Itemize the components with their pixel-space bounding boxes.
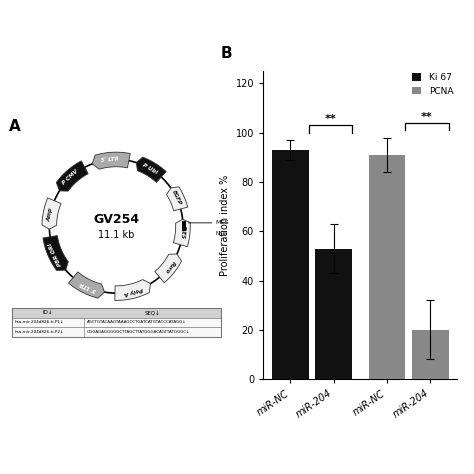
Bar (11, 308, 221, 337)
Polygon shape (166, 187, 188, 211)
Polygon shape (92, 152, 130, 169)
Text: AGCTGTACAAGTAAAGCCTGATCATGTACCCATAGG↓: AGCTGTACAAGTAAAGCCTGATCATGTACCCATAGG↓ (87, 320, 187, 325)
Text: A: A (9, 119, 21, 134)
Text: GV254: GV254 (93, 213, 139, 226)
Legend: Ki 67, PCNA: Ki 67, PCNA (409, 70, 457, 99)
Polygon shape (136, 157, 166, 182)
Y-axis label: Proliferation index %: Proliferation index % (220, 174, 230, 276)
Bar (11, 318, 221, 328)
Text: 5' LTR: 5' LTR (101, 156, 119, 163)
Text: P CMV: P CMV (62, 169, 80, 186)
Text: IRES: IRES (180, 225, 186, 239)
Text: PBR ORI: PBR ORI (48, 242, 63, 267)
Polygon shape (42, 198, 61, 229)
Polygon shape (68, 272, 105, 298)
Text: SEQ↓: SEQ↓ (144, 310, 160, 315)
Text: B: B (220, 46, 232, 62)
Bar (272, 150, 309, 379)
Text: Puro: Puro (163, 259, 176, 273)
Text: **: ** (421, 112, 433, 122)
Text: EGFP: EGFP (171, 190, 182, 206)
Text: 3' LTR: 3' LTR (79, 281, 97, 293)
Text: P Ubi: P Ubi (141, 162, 158, 174)
Polygon shape (56, 161, 88, 191)
Polygon shape (115, 280, 151, 301)
Polygon shape (155, 254, 182, 283)
Text: NheI: NheI (216, 231, 228, 236)
Polygon shape (173, 219, 190, 247)
Text: hsa-mir-204d826-ti-P2↓: hsa-mir-204d826-ti-P2↓ (15, 330, 64, 334)
Bar (315, 248, 352, 379)
Bar (11, 308, 221, 318)
Text: **: ** (324, 114, 336, 124)
Text: Poly A: Poly A (123, 286, 144, 296)
Bar (412, 330, 448, 379)
Text: 11.1 kb: 11.1 kb (98, 230, 134, 240)
Text: Amp: Amp (46, 207, 54, 222)
Text: MCS: MCS (216, 220, 229, 225)
Bar (11, 328, 221, 337)
Text: hsa-mir-204d826-ti-P1↓: hsa-mir-204d826-ti-P1↓ (15, 320, 64, 325)
Bar (182, 221, 185, 231)
Bar (369, 155, 405, 379)
Polygon shape (43, 236, 68, 270)
Text: ID↓: ID↓ (42, 310, 53, 315)
Text: GGGAGAGGGGGCTTAGCTTATGGGACAGTTATGGGC↓: GGGAGAGGGGGCTTAGCTTATGGGACAGTTATGGGC↓ (87, 330, 191, 334)
